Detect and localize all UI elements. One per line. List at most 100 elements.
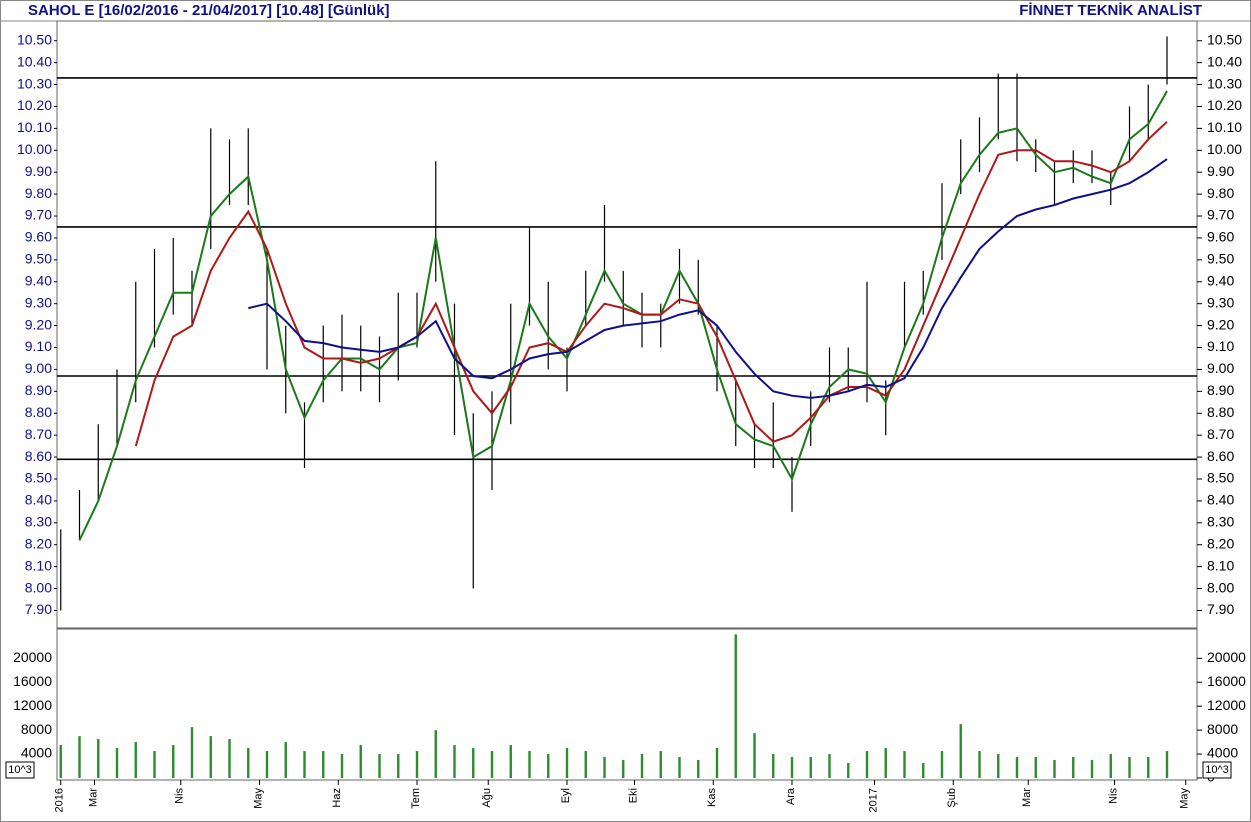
y-tick-label-right: 16000 [1207,673,1246,689]
volume-bar [828,754,831,778]
volume-bar [772,754,775,778]
y-tick-label-right: 10.10 [1207,119,1242,135]
y-tick-label: 9.90 [25,163,52,179]
y-tick-label-right: 8.20 [1207,535,1234,551]
volume-bar [903,751,906,778]
volume-bar [528,751,531,778]
y-tick-label-right: 9.60 [1207,229,1234,245]
y-tick-label-right: 9.90 [1207,163,1234,179]
y-tick-label: 8.30 [25,514,52,530]
unit-label: 10^3 [8,764,32,776]
volume-bar [959,724,962,778]
volume-bar [247,748,250,778]
y-tick-label-right: 9.70 [1207,207,1234,223]
volume-bar [490,751,494,778]
volume-bar [847,763,850,778]
volume-pane [56,628,1198,781]
y-tick-label: 10.20 [17,97,52,113]
y-tick-label: 4000 [21,745,52,761]
volume-bar [603,757,606,778]
x-tick-label: Eyl [560,788,572,803]
y-tick-label-right: 20000 [1207,649,1246,665]
moving-average [248,158,1168,399]
y-tick-label: 8.60 [25,448,52,464]
unit-label-box [5,761,35,779]
volume-bar [1128,757,1131,778]
x-tick-label: Haz [331,788,343,808]
y-tick-label: 12000 [13,697,52,713]
y-tick-label-right: 8.10 [1207,557,1234,573]
y-tick-label: 9.00 [25,360,52,376]
y-tick-label-right: 8.30 [1207,514,1234,530]
volume-bar [190,727,194,778]
volume-bar [1015,757,1019,778]
volume-bar [509,745,512,778]
y-tick-label: 8.10 [25,557,52,573]
price-pane [56,20,1198,629]
volume-bar [790,757,794,778]
y-tick-label: 8.20 [25,535,52,551]
volume-bar [865,751,869,778]
volume-bar [1165,751,1169,778]
volume-bar [284,742,287,778]
volume-bar [715,748,719,778]
volume-bar [228,739,231,778]
y-tick-label: 9.20 [25,316,52,332]
x-tick-label: Tem [410,788,422,809]
y-tick-label-right: 8.40 [1207,492,1234,508]
x-tick-label: Nis [1107,788,1119,804]
y-tick-label-right: 8.70 [1207,426,1234,442]
y-tick-label: 8.40 [25,492,52,508]
volume-bar [997,754,1000,778]
volume-bar [978,751,981,778]
volume-bar [1034,757,1037,778]
x-tick-label: 2017 [867,788,879,812]
volume-bar [1147,757,1150,778]
y-tick-label-right: 9.00 [1207,360,1234,376]
y-tick-label-right: 9.20 [1207,316,1234,332]
x-tick-label: Eki [627,788,639,803]
y-tick-label: 20000 [13,649,52,665]
y-tick-label-right: 8.90 [1207,382,1234,398]
volume-bar [340,754,344,778]
y-tick-label: 16000 [13,673,52,689]
volume-bar [453,745,456,778]
volume-bar [547,754,550,778]
y-tick-label: 10.40 [17,53,52,69]
volume-bar [1090,760,1094,778]
volume-bar [809,757,812,778]
volume-bar [622,760,625,778]
y-tick-label: 8.90 [25,382,52,398]
unit-label-right: 10^3 [1205,764,1229,776]
volume-bar [78,736,81,778]
y-tick-label-right: 8.00 [1207,579,1234,595]
y-tick-label-right: 9.10 [1207,338,1234,354]
y-tick-label: 8000 [21,721,52,737]
y-tick-label: 9.80 [25,185,52,201]
y-tick-label: 9.50 [25,251,52,267]
y-tick-label-right: 8.80 [1207,404,1234,420]
chart-title: SAHOL E [16/02/2016 - 21/04/2017] [10.48… [28,2,390,19]
y-tick-label-right: 9.40 [1207,272,1234,288]
x-tick-label: Mar [1021,788,1033,807]
volume-bar [1109,754,1112,778]
volume-bar [97,739,100,778]
volume-bar [303,751,306,778]
volume-bar [884,748,887,778]
y-tick-label: 9.70 [25,207,52,223]
y-tick-label: 7.90 [25,601,52,617]
unit-label-right-box [1202,761,1232,779]
y-tick-label-right: 10.00 [1207,141,1242,157]
y-tick-label: 9.30 [25,294,52,310]
y-tick-label: 8.70 [25,426,52,442]
x-tick-label: May [1179,788,1191,809]
y-tick-label: 10.10 [17,119,52,135]
y-tick-label: 10.50 [17,31,52,47]
x-tick-label: Ağu [481,788,493,808]
x-tick-label: Şub [946,788,958,808]
volume-bar [322,751,325,778]
y-tick-label-right: 7.90 [1207,601,1234,617]
x-tick-label: Mar [87,788,99,807]
volume-bar [753,733,756,778]
